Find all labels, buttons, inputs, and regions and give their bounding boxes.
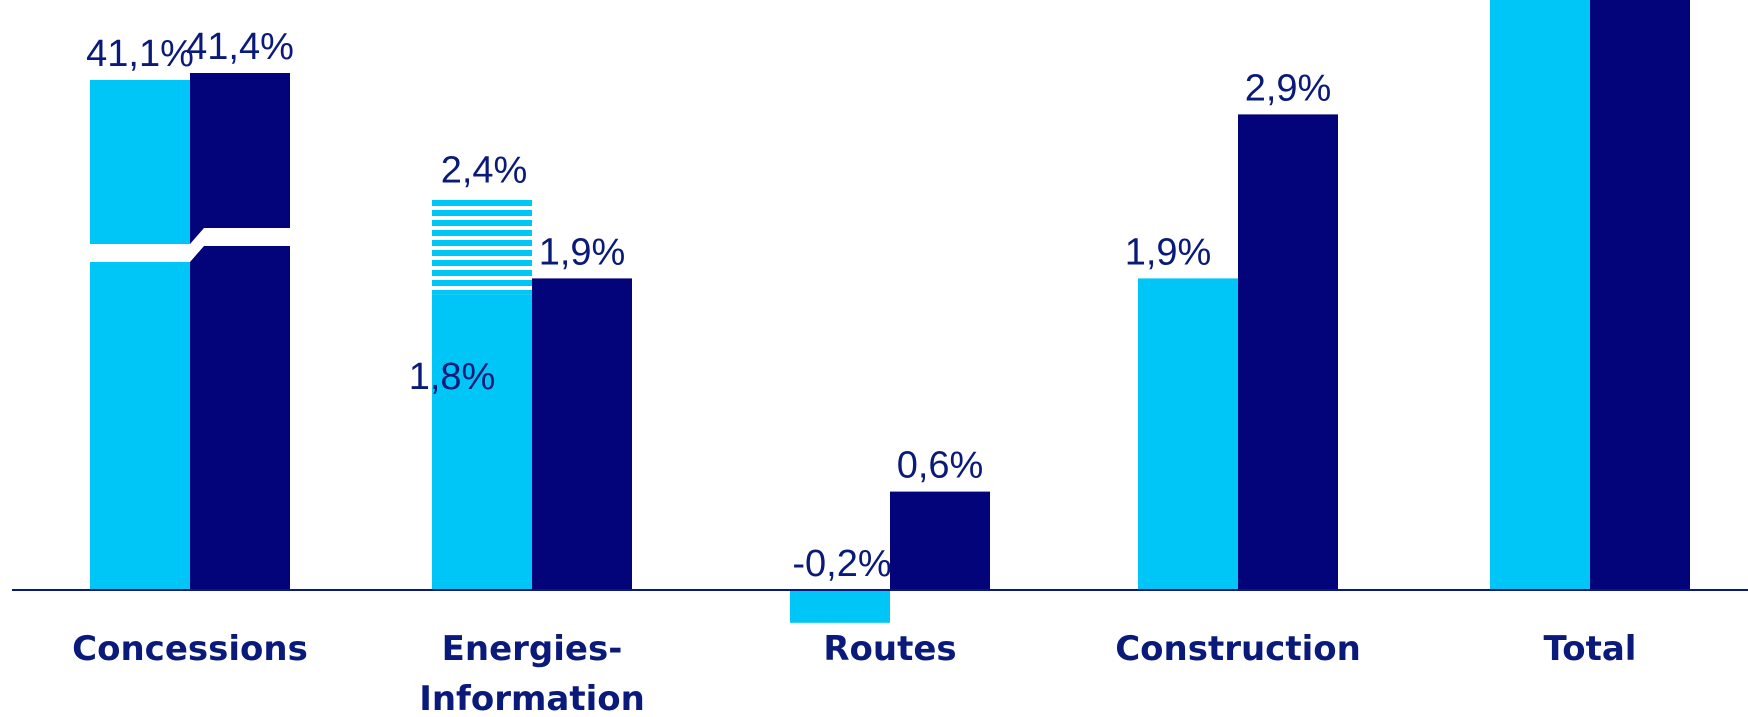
category-label: Energies- [442,629,623,669]
bar-value-label: 41,4% [186,26,294,68]
bar-light [90,80,190,590]
bar-light [1138,278,1238,590]
bar-value-label: 41,1% [86,33,194,75]
category-label: Construction [1115,629,1361,669]
bar-dark [532,278,632,590]
category-label: Routes [823,629,956,669]
bar-value-label: 1,9% [1125,231,1212,273]
bar-light [432,294,532,590]
category-label: Concessions [72,629,308,669]
bar-value-label: 2,9% [1245,67,1332,109]
bar-value-label: 1,9% [539,231,626,273]
category-label: Total [1544,629,1637,669]
bar-dark [1590,0,1690,590]
bar-dark [190,73,290,590]
bar-value-label: 0,6% [897,445,984,487]
category-label: Information [419,679,645,717]
axis-break-gap [86,228,294,262]
extra-segment-bar [432,196,532,295]
bar-dark [1238,114,1338,591]
extra-segment-label: 2,4% [441,149,528,191]
bar-value-label: -0,2% [792,543,891,585]
bar-light [790,590,890,623]
bar-dark [890,491,990,590]
bar-light [1490,0,1590,590]
bar-value-label: 1,8% [409,356,496,398]
